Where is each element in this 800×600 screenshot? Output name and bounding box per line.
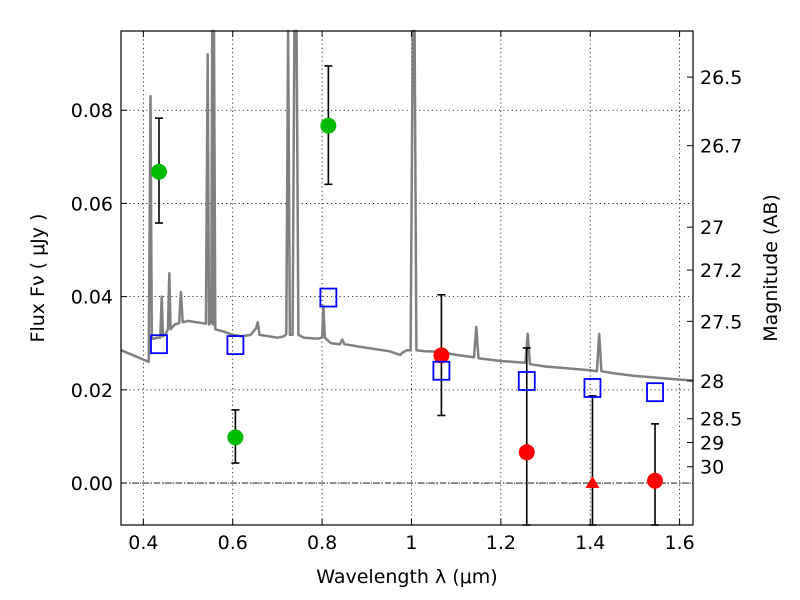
model-photometry-point xyxy=(517,371,536,391)
spectrum xyxy=(120,29,694,382)
y-tick-label: 0.00 xyxy=(71,473,113,495)
y-tick-label: 0.02 xyxy=(71,380,113,402)
y-tick-label: 0.06 xyxy=(71,193,113,215)
model-photometry-point xyxy=(150,334,168,355)
x-tick-label: 0.6 xyxy=(218,532,248,554)
y2-tick-label: 27.2 xyxy=(700,260,742,282)
data-point xyxy=(647,472,664,489)
data-point xyxy=(227,429,244,446)
data-point xyxy=(320,117,337,134)
y2-tick-label: 26.5 xyxy=(700,67,742,89)
model-photometry-point xyxy=(432,360,451,381)
x-tick-label: 1.2 xyxy=(486,532,516,554)
y2-tick-label: 27 xyxy=(700,217,724,239)
upper-limit-marker xyxy=(585,476,600,489)
model-photometry-point xyxy=(319,287,338,308)
y2-tick-label: 29 xyxy=(700,433,724,455)
y-tick-label: 0.08 xyxy=(71,100,113,122)
x-tick-label: 1.6 xyxy=(664,532,694,554)
y-tick-label: 0.04 xyxy=(71,287,113,309)
y2-tick-label: 27.5 xyxy=(700,311,742,333)
data-point xyxy=(518,444,535,461)
model-spectrum-line xyxy=(120,29,694,382)
x-tick-label: 0.4 xyxy=(128,532,158,554)
model-photometry-point xyxy=(226,335,245,356)
x-tick-label: 1.4 xyxy=(575,532,605,554)
data-point xyxy=(433,347,450,364)
x-tick-label: 0.8 xyxy=(307,532,337,554)
y2-tick-label: 28.5 xyxy=(700,409,742,431)
plot-frame xyxy=(120,30,694,526)
y2-axis-label: Magnitude (AB) xyxy=(760,194,782,342)
data-point xyxy=(150,163,167,180)
y2-tick-label: 28 xyxy=(700,371,724,393)
x-axis-label: Wavelength λ (μm) xyxy=(316,566,497,588)
y2-tick-label: 26.7 xyxy=(700,136,742,158)
model-photometry-point xyxy=(646,382,664,403)
data-markers xyxy=(150,117,664,489)
axis-ticks: 0.4 0.6 0.8 1 1.2 1.4 1.6 0.00 0.02 0.04 0.06 0.08 2… xyxy=(71,31,742,554)
y-axis-label: Flux Fν ( μJy ) xyxy=(27,214,49,343)
y2-tick-label: 30 xyxy=(700,457,724,479)
x-tick-label: 1 xyxy=(405,532,417,554)
model-photometry-point xyxy=(583,378,602,398)
